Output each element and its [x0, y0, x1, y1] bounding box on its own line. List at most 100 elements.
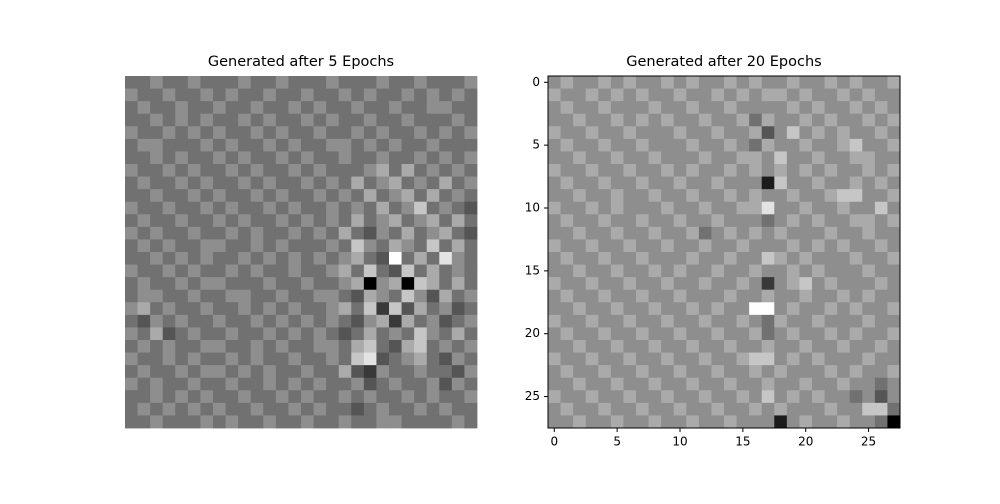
pixel [426, 176, 440, 190]
pixel [736, 365, 750, 379]
pixel [238, 365, 252, 379]
pixel [137, 164, 151, 177]
pixel [313, 390, 327, 404]
pixel [874, 126, 888, 140]
pixel [736, 390, 750, 404]
pixel [451, 264, 465, 278]
pixel [673, 390, 687, 404]
pixel [363, 252, 377, 265]
pixel [560, 151, 574, 165]
pixel [263, 176, 277, 190]
pixel [786, 189, 800, 203]
pixel [874, 302, 888, 316]
pixel [598, 390, 612, 404]
pixel [698, 101, 712, 115]
pixel [585, 252, 599, 265]
pixel [439, 201, 453, 215]
pixel [351, 138, 365, 152]
pixel [711, 390, 725, 404]
pixel [887, 415, 901, 429]
pixel [351, 327, 365, 341]
pixel [326, 314, 340, 328]
pixel [774, 264, 788, 278]
pixel [125, 138, 138, 152]
pixel [137, 126, 151, 140]
pixel [275, 289, 289, 303]
pixel [250, 226, 264, 240]
pixel [761, 264, 775, 278]
pixel [376, 76, 390, 89]
pixel [363, 327, 377, 341]
pixel [623, 226, 637, 240]
pixel [376, 252, 390, 265]
pixel [401, 340, 415, 353]
pixel [786, 164, 800, 177]
pixel [238, 189, 252, 203]
pixel [162, 164, 176, 177]
pixel [137, 277, 151, 291]
pixel [225, 176, 239, 190]
pixel [401, 164, 415, 177]
pixel [673, 377, 687, 391]
pixel [225, 126, 239, 140]
pixel [238, 277, 252, 291]
pixel [786, 101, 800, 115]
pixel [585, 214, 599, 228]
pixel [648, 176, 662, 190]
pixel [661, 252, 675, 265]
pixel [812, 402, 825, 416]
pixel [585, 88, 599, 102]
pixel [636, 327, 649, 341]
pixel [175, 264, 189, 278]
pixel [213, 340, 226, 353]
pixel [636, 340, 649, 353]
pixel [351, 226, 365, 240]
pixel [698, 239, 712, 253]
pixel [464, 126, 478, 140]
pixel [451, 289, 465, 303]
pixel [749, 289, 763, 303]
pixel [439, 126, 453, 140]
pixel [150, 390, 164, 404]
pixel [749, 101, 763, 115]
pixel [573, 113, 587, 127]
pixel [686, 314, 700, 328]
pixel [137, 415, 151, 429]
pixel [887, 239, 901, 253]
pixel [125, 390, 138, 404]
pixel [125, 76, 138, 89]
pixel [585, 289, 599, 303]
pixel [326, 214, 340, 228]
pixel [162, 189, 176, 203]
pixel [774, 415, 788, 429]
pixel [573, 289, 587, 303]
pixel [376, 314, 390, 328]
pixel [610, 189, 624, 203]
pixel [187, 352, 201, 366]
pixel [598, 164, 612, 177]
pixel [313, 277, 327, 291]
pixel [363, 176, 377, 190]
pixel [548, 314, 561, 328]
pixel [560, 239, 574, 253]
pixel [426, 415, 440, 429]
pixel [648, 302, 662, 316]
pixel [162, 138, 176, 152]
pixel [560, 352, 574, 366]
pixel [636, 377, 649, 391]
pixel [288, 415, 302, 429]
pixel [548, 138, 561, 152]
pixel [326, 327, 340, 341]
pixel [414, 365, 428, 379]
pixel [150, 201, 164, 215]
pixel [724, 126, 737, 140]
pixel [887, 365, 901, 379]
pixel [200, 314, 214, 328]
pixel [874, 365, 888, 379]
pixel [150, 252, 164, 265]
pixel [301, 239, 314, 253]
pixel [426, 126, 440, 140]
pixel [623, 189, 637, 203]
pixel [799, 264, 813, 278]
pixel [862, 302, 876, 316]
